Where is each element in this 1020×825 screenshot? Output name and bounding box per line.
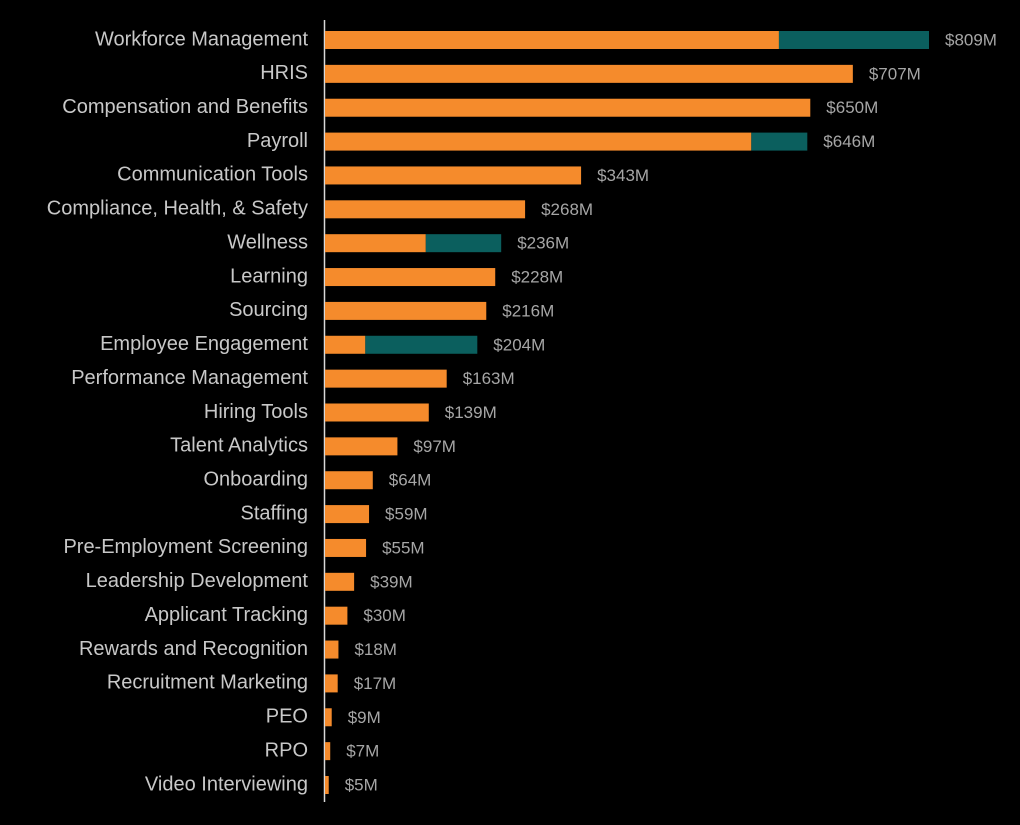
- value-label: $268M: [541, 200, 593, 219]
- bar-segment: [325, 301, 487, 320]
- bar-segment: [778, 31, 929, 49]
- value-label: $55M: [382, 538, 425, 557]
- bar-segment: [325, 31, 779, 49]
- bar-segment: [325, 776, 329, 794]
- value-label: $17M: [354, 674, 397, 693]
- category-label: Rewards and Recognition: [79, 638, 308, 660]
- category-label: Sourcing: [229, 299, 308, 321]
- bar-segment: [325, 538, 367, 557]
- category-label: Workforce Management: [95, 28, 309, 50]
- bar-segment: [325, 234, 426, 253]
- category-label: Staffing: [241, 502, 308, 524]
- bar-segment: [325, 268, 496, 287]
- value-label: $809M: [945, 30, 997, 49]
- value-label: $707M: [869, 64, 921, 83]
- value-label: $204M: [493, 335, 545, 354]
- category-label: HRIS: [260, 62, 308, 84]
- value-label: $5M: [345, 775, 378, 794]
- bar-segment: [425, 234, 502, 253]
- category-label: Onboarding: [203, 469, 308, 491]
- value-label: $39M: [370, 572, 413, 591]
- bar-segment: [325, 98, 811, 117]
- bar-segment: [325, 369, 447, 388]
- category-label: RPO: [265, 739, 308, 761]
- category-label: Performance Management: [71, 367, 308, 389]
- bar-segment: [325, 708, 332, 727]
- value-label: $59M: [385, 505, 428, 524]
- bar-segment: [325, 606, 348, 625]
- category-label: Pre-Employment Screening: [63, 536, 308, 558]
- category-label: Leadership Development: [86, 570, 309, 592]
- bar-segment: [325, 64, 853, 83]
- category-label: Wellness: [227, 231, 308, 253]
- value-label: $64M: [389, 471, 432, 490]
- bar-segment: [325, 166, 582, 185]
- bar-segment: [325, 200, 526, 219]
- category-label: Video Interviewing: [145, 773, 308, 795]
- bar-segment: [325, 335, 366, 354]
- value-label: $97M: [413, 437, 456, 456]
- category-label: Hiring Tools: [204, 401, 308, 423]
- bar-segment: [325, 403, 429, 422]
- category-label: PEO: [266, 706, 308, 728]
- category-label: Compensation and Benefits: [62, 96, 308, 118]
- bar-segment: [365, 335, 478, 354]
- bar-segment: [751, 132, 808, 151]
- value-label: $163M: [463, 369, 515, 388]
- value-label: $646M: [823, 132, 875, 151]
- category-label: Compliance, Health, & Safety: [47, 198, 308, 220]
- category-label: Applicant Tracking: [145, 604, 308, 626]
- bar-segment: [325, 471, 373, 490]
- category-label: Talent Analytics: [170, 435, 308, 457]
- value-label: $139M: [445, 403, 497, 422]
- category-label: Communication Tools: [117, 164, 308, 186]
- bar-segment: [325, 132, 752, 151]
- value-label: $236M: [517, 234, 569, 253]
- value-label: $30M: [363, 606, 406, 625]
- bar-segment: [325, 640, 339, 659]
- value-label: $650M: [826, 98, 878, 117]
- value-label: $18M: [354, 640, 397, 659]
- bar-segment: [325, 437, 398, 456]
- value-label: $7M: [346, 742, 379, 761]
- value-label: $216M: [502, 301, 554, 320]
- value-label: $228M: [511, 268, 563, 287]
- category-label: Payroll: [247, 130, 308, 152]
- category-label: Recruitment Marketing: [107, 672, 308, 694]
- value-label: $9M: [348, 708, 381, 727]
- bar-segment: [325, 572, 355, 591]
- category-label: Learning: [230, 265, 308, 287]
- bar-segment: [325, 505, 370, 524]
- bar-segment: [325, 742, 331, 761]
- category-label: Employee Engagement: [100, 333, 308, 355]
- bar-segment: [325, 674, 338, 693]
- value-label: $343M: [597, 166, 649, 185]
